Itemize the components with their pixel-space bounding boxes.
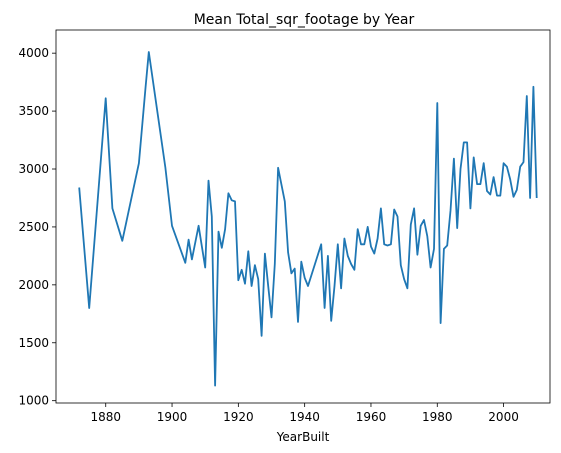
y-tick-label: 3000 [18, 162, 49, 176]
x-axis: 1880 1900 1920 1940 1960 1980 2000 [90, 403, 519, 424]
x-tick-label: 1920 [223, 410, 254, 424]
x-tick-label: 1960 [356, 410, 387, 424]
y-tick-label: 3500 [18, 104, 49, 118]
x-tick-label: 1900 [157, 410, 188, 424]
series-line [78, 51, 538, 387]
y-tick-label: 2500 [18, 220, 49, 234]
x-tick-label: 2000 [488, 410, 519, 424]
chart-title: Mean Total_sqr_footage by Year [194, 12, 415, 28]
y-tick-label: 1000 [18, 394, 49, 408]
x-tick-label: 1940 [289, 410, 320, 424]
plot-frame [55, 29, 551, 404]
x-axis-label: YearBuilt [276, 430, 330, 444]
x-tick-label: 1880 [90, 410, 121, 424]
y-axis: 1000 1500 2000 2500 3000 3500 4000 [18, 46, 56, 408]
y-tick-label: 4000 [18, 46, 49, 60]
y-tick-label: 2000 [18, 278, 49, 292]
y-tick-label: 1500 [18, 336, 49, 350]
x-tick-label: 1980 [422, 410, 453, 424]
